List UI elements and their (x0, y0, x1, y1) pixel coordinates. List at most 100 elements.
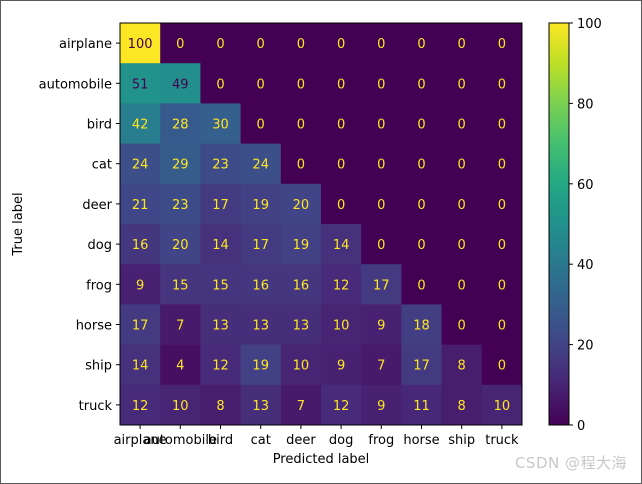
cell-value-label: 0 (216, 37, 224, 52)
x-tick-label: horse (403, 433, 439, 448)
x-tick-label: frog (368, 433, 394, 448)
colorbar-tick-label: 40 (577, 258, 594, 273)
cell-value-label: 0 (176, 37, 184, 52)
cell-value-label: 0 (337, 118, 345, 133)
cell-value-label: 0 (377, 198, 385, 213)
cell-value-labels: 100 0 0 0 0 0 0 0 0 051 49 0 0 0 0 0 0 0 042 28 30 0 0 0 0 0 0 024 2… (128, 37, 510, 414)
x-tick-label: ship (448, 433, 475, 448)
heatmap-cell (441, 264, 483, 305)
heatmap-cell (401, 344, 443, 386)
y-tick-label: frog (86, 278, 112, 293)
heatmap-cell (321, 224, 362, 265)
y-axis-label: True label (11, 192, 26, 256)
cell-value-label: 0 (458, 77, 466, 92)
cell-value-label: 8 (216, 399, 224, 414)
heatmap-cell (361, 103, 402, 145)
heatmap-cell (401, 224, 443, 265)
colorbar-tick-label: 80 (577, 97, 594, 112)
cell-value-label: 24 (252, 158, 269, 173)
heatmap-cell (441, 344, 483, 386)
cell-value-label: 12 (132, 399, 149, 414)
heatmap-cell (160, 264, 201, 305)
cell-value-label: 24 (132, 158, 149, 173)
heatmap-cell (160, 23, 201, 64)
y-tick-label: dog (88, 238, 112, 253)
heatmap-cell (280, 183, 322, 225)
heatmap-cell (240, 304, 282, 346)
heatmap-cell (441, 63, 483, 104)
cell-value-label: 10 (494, 399, 511, 414)
cell-value-label: 28 (172, 118, 189, 133)
cell-value-label: 0 (458, 319, 466, 334)
heatmap-cell (240, 344, 282, 386)
heatmap-cell (280, 63, 322, 104)
heatmap-cell (200, 183, 242, 225)
heatmap-cell (361, 23, 402, 64)
heatmap-cell (321, 103, 362, 145)
cell-value-label: 7 (377, 359, 385, 374)
cell-value-label: 13 (293, 319, 310, 334)
y-tick-label: cat (92, 158, 112, 173)
heatmap-cell (441, 183, 483, 225)
watermark-text: CSDN @程大海 (514, 454, 627, 472)
cell-value-label: 0 (417, 278, 425, 293)
heatmap-cell (240, 384, 282, 426)
heatmap-cell (240, 63, 282, 104)
cell-value-label: 21 (132, 198, 149, 213)
cell-value-label: 12 (212, 359, 229, 374)
heatmap-cell (280, 23, 322, 64)
heatmap-cell (401, 23, 443, 64)
cell-value-label: 16 (252, 278, 269, 293)
heatmap-cell (240, 183, 282, 225)
cell-value-label: 0 (377, 118, 385, 133)
heatmap-cell (401, 264, 443, 305)
cell-value-label: 0 (377, 238, 385, 253)
heatmap-cell (401, 304, 443, 346)
heatmap-cell (321, 384, 362, 426)
cell-value-label: 0 (458, 238, 466, 253)
cell-value-label: 0 (417, 118, 425, 133)
heatmap-cell (361, 384, 402, 426)
y-tick-label: bird (87, 118, 112, 133)
cell-value-label: 0 (257, 37, 265, 52)
cell-value-label: 0 (377, 37, 385, 52)
cell-value-label: 0 (297, 118, 305, 133)
cell-value-label: 0 (498, 118, 506, 133)
cell-value-label: 17 (373, 278, 390, 293)
heatmap-cell (401, 183, 443, 225)
cell-value-label: 0 (297, 158, 305, 173)
cell-value-label: 20 (172, 238, 189, 253)
heatmap-cell (200, 264, 242, 305)
plot-frame (119, 22, 523, 426)
heatmap-cell (200, 344, 242, 386)
heatmap-cell (481, 224, 523, 265)
heatmap-cell (481, 23, 523, 64)
heatmap-cell (120, 224, 161, 265)
cell-value-label: 0 (257, 77, 265, 92)
heatmap-cell (160, 63, 201, 104)
cell-value-label: 13 (252, 319, 269, 334)
heatmap-cell (120, 23, 161, 64)
y-tick-label: ship (85, 359, 112, 374)
colorbar: 0 20 40 60 80 100 (548, 17, 602, 434)
heatmap-cell (200, 304, 242, 346)
cell-value-label: 17 (413, 359, 430, 374)
colorbar-tick-label: 100 (577, 17, 602, 32)
heatmap-cell (280, 304, 322, 346)
heatmap-cell (240, 264, 282, 305)
cell-value-label: 0 (257, 118, 265, 133)
cell-value-label: 15 (212, 278, 229, 293)
cell-value-label: 0 (417, 158, 425, 173)
cell-value-label: 12 (333, 278, 350, 293)
cell-value-label: 0 (498, 278, 506, 293)
colorbar-gradient (548, 22, 570, 426)
heatmap-cell (160, 143, 201, 185)
cell-value-label: 0 (216, 77, 224, 92)
heatmap-cell (160, 344, 201, 386)
heatmap-cell (361, 224, 402, 265)
x-tick-label: automobile (144, 433, 217, 448)
heatmap-cell (200, 143, 242, 185)
